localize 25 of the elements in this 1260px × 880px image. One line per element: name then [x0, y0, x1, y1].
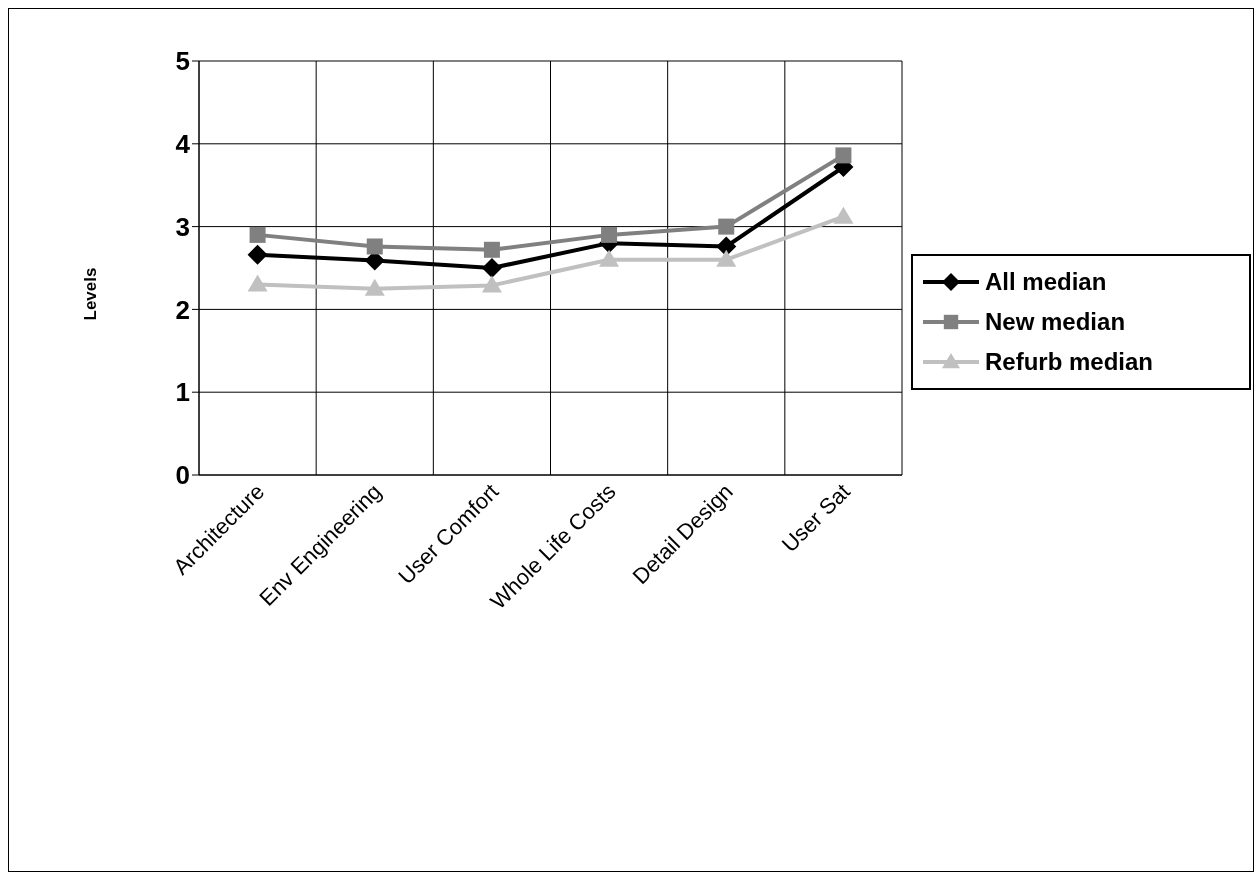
point — [835, 147, 852, 164]
y-tick-label: 0 — [175, 460, 190, 491]
point — [718, 218, 735, 235]
point — [716, 249, 737, 267]
point — [483, 241, 500, 258]
point — [833, 206, 854, 224]
y-axis-title: Levels — [81, 266, 101, 323]
legend-label: Refurb median — [985, 348, 1154, 376]
point — [481, 275, 502, 293]
legend-label: New median — [985, 308, 1126, 336]
point — [599, 249, 620, 267]
y-tick-label: 3 — [175, 211, 190, 242]
point — [364, 278, 385, 296]
point — [716, 236, 737, 257]
legend-label: All median — [985, 268, 1107, 296]
y-tick-label: 2 — [175, 294, 190, 325]
point — [247, 244, 268, 265]
y-tick-label: 4 — [175, 129, 191, 160]
y-tick-label: 5 — [175, 46, 190, 77]
point — [481, 258, 502, 278]
y-tick-label: 1 — [175, 377, 190, 408]
point — [601, 226, 618, 243]
point — [366, 238, 383, 255]
point — [249, 226, 266, 243]
point — [247, 274, 268, 292]
